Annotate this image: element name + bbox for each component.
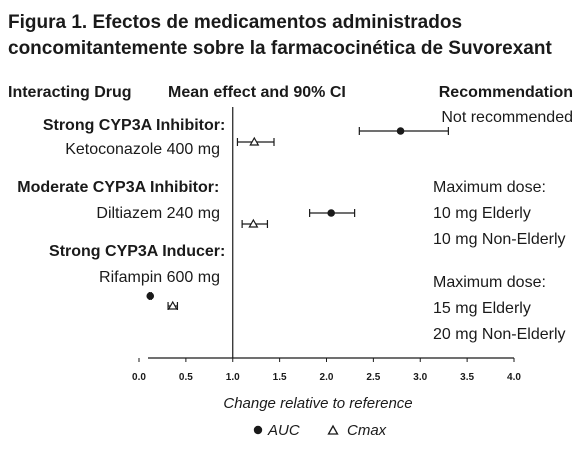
x-tick-label: 1.0: [226, 372, 240, 383]
cmax-point-rifampin: [167, 300, 179, 310]
auc-marker: [146, 292, 155, 300]
drug-label-rifampin: Rifampin 600 mg: [99, 269, 220, 286]
x-tick-label: 3.5: [460, 372, 474, 383]
category-colon: :: [214, 179, 219, 196]
legend-auc-label: AUC: [267, 422, 300, 439]
auc-point-ketoconazole: [358, 127, 449, 135]
category-colon: :: [220, 117, 225, 134]
category-label-moderate-inhibitor: Moderate CYP3A Inhibitor: [17, 179, 214, 196]
cmax-marker: [249, 136, 260, 146]
recommendation-diltiazem-line-1: Maximum dose:: [433, 179, 546, 196]
cmax-point-ketoconazole: [236, 136, 275, 146]
plot-marks: [146, 127, 449, 310]
x-tick-label: 1.5: [273, 372, 287, 383]
category-label-strong-inducer: Strong CYP3A Inducer: [49, 243, 220, 260]
category-colon: :: [220, 243, 225, 260]
x-tick-label: 0.0: [132, 372, 146, 383]
cmax-marker: [167, 300, 178, 310]
x-tick-label: 3.0: [413, 372, 427, 383]
legend-cmax-label: Cmax: [347, 422, 387, 439]
x-tick-label: 0.5: [179, 372, 193, 383]
recommendation-rifampin-line-2: 15 mg Elderly: [433, 300, 531, 317]
cmax-marker: [248, 218, 259, 228]
x-tick-label: 4.0: [507, 372, 521, 383]
x-tick-label: 2.0: [320, 372, 334, 383]
auc-point-rifampin: [146, 292, 155, 300]
x-axis-label: Change relative to reference: [223, 395, 412, 412]
figure-title-line-1: Figura 1. Efectos de medicamentos admini…: [8, 12, 462, 33]
legend: AUC Cmax: [253, 422, 387, 439]
auc-point-diltiazem: [309, 209, 356, 217]
auc-marker: [396, 127, 405, 135]
header-mean-effect: Mean effect and 90% CI: [168, 84, 346, 101]
header-recommendation: Recommendation: [439, 84, 573, 101]
x-tick-label: 2.5: [366, 372, 380, 383]
drug-label-ketoconazole: Ketoconazole 400 mg: [65, 141, 220, 158]
category-label-strong-inhibitor: Strong CYP3A Inhibitor: [43, 117, 220, 134]
recommendation-rifampin-line-1: Maximum dose:: [433, 274, 546, 291]
legend-auc-marker: [253, 425, 263, 435]
x-axis-ticks: 0.0 0.5 1.0 1.5 2.0 2.5 3.0 3.5 4.0: [132, 358, 521, 383]
drug-label-diltiazem: Diltiazem 240 mg: [96, 205, 220, 222]
header-interacting-drug: Interacting Drug: [8, 84, 132, 101]
recommendation-diltiazem-line-3: 10 mg Non-Elderly: [433, 231, 566, 248]
legend-cmax-marker: [327, 424, 339, 435]
auc-marker: [327, 209, 335, 217]
cmax-point-diltiazem: [241, 218, 269, 228]
recommendation-rifampin-line-3: 20 mg Non-Elderly: [433, 326, 566, 343]
recommendation-ketoconazole: Not recommended: [441, 109, 573, 126]
figure-title-line-2: concomitantemente sobre la farmacocinéti…: [8, 38, 552, 59]
recommendation-diltiazem-line-2: 10 mg Elderly: [433, 205, 531, 222]
